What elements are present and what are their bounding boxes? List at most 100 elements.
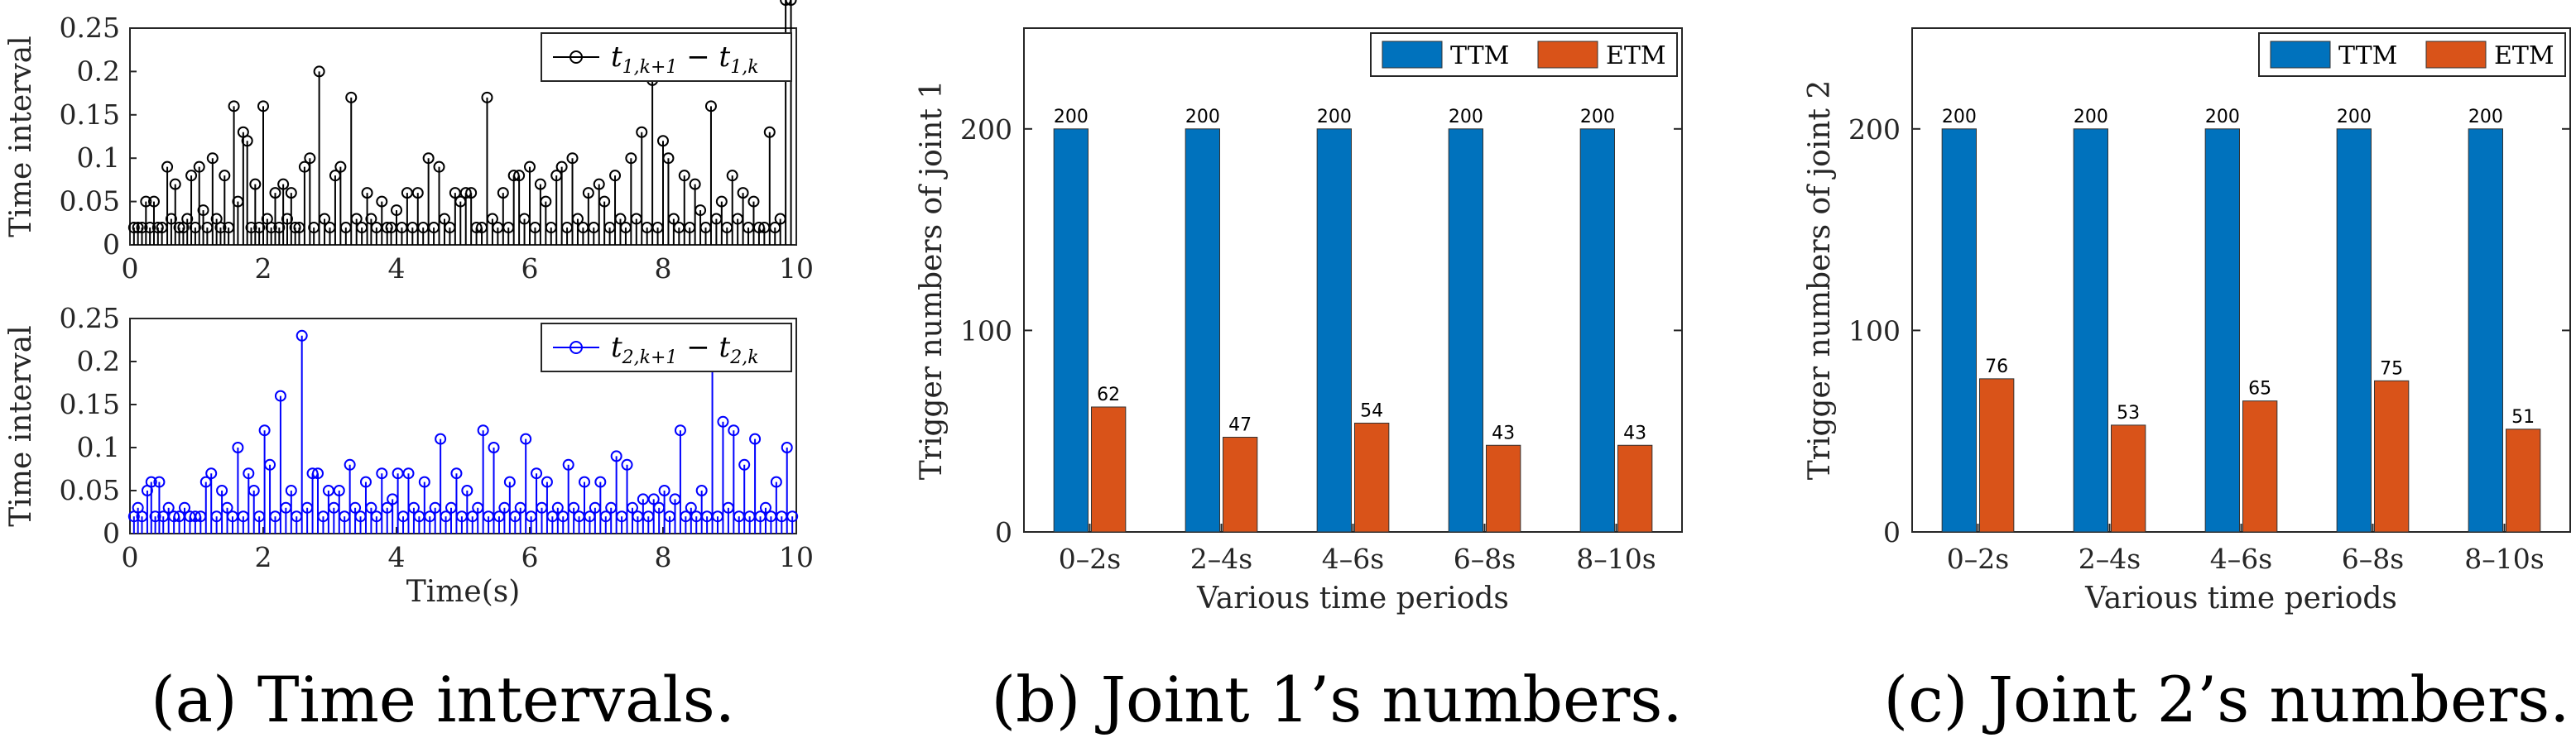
panel-b-joint1-numbers: 0 100 200 0–2s 200 62 2–4s 200 47 4–6s 200 54 6–8s 20… <box>915 27 1683 615</box>
y-tick-label: 200 <box>1848 113 1901 146</box>
data-label: 53 <box>2117 403 2140 424</box>
data-label: 200 <box>1580 107 1615 127</box>
y-axis-label: Time interval <box>4 36 38 237</box>
stem-marker <box>273 222 286 234</box>
y-tick-label: 200 <box>960 113 1012 146</box>
data-label: 200 <box>2468 107 2503 127</box>
stem-marker <box>486 213 498 225</box>
stem-marker <box>350 213 363 225</box>
stem-marker <box>249 178 262 190</box>
stem-chart-2: 0 2 4 6 8 10 0 0.05 0.1 0.15 0.2 0.25 Time interval T… <box>4 302 814 609</box>
y-tick-label: 0.25 <box>60 302 120 334</box>
x-tick-label: 8–10s <box>1576 543 1656 575</box>
stem-marker <box>359 476 372 488</box>
x-tick-label: 2–4s <box>2079 543 2141 575</box>
stem-marker <box>715 195 728 208</box>
stem-marker <box>551 501 564 514</box>
y-tick-label: 0 <box>103 517 120 549</box>
legend-sub: 1,k+1 <box>622 57 678 78</box>
y-tick-label: 0.15 <box>60 98 120 131</box>
legend-swatch-ttm <box>1382 41 1443 69</box>
x-tick-label: 2–4s <box>1190 543 1252 575</box>
stem-marker <box>269 187 281 199</box>
stem-marker <box>349 501 362 514</box>
legend-label-etm: ETM <box>1606 41 1666 70</box>
stem-marker <box>173 222 185 234</box>
etm-bar <box>1486 444 1521 533</box>
stem-marker <box>140 195 152 208</box>
data-label: 200 <box>1185 107 1220 127</box>
data-label: 200 <box>1449 107 1483 127</box>
legend-label-etm: ETM <box>2494 41 2554 70</box>
stem-marker <box>312 467 324 480</box>
panel-c-joint2-numbers: 0 100 200 0–2s 200 76 2–4s 200 53 4–6s 200 65 6–8s 20… <box>1803 27 2571 615</box>
stem-marker <box>319 213 331 225</box>
stem-marker <box>313 65 325 78</box>
stem-marker <box>609 170 622 182</box>
caption-b: (b) Joint 1’s numbers. <box>991 663 1682 736</box>
y-tick-label: 0.2 <box>77 345 120 377</box>
data-label: 51 <box>2511 407 2535 428</box>
stem-marker <box>365 213 377 225</box>
x-tick-label: 8 <box>655 252 672 285</box>
stem-marker <box>285 187 297 199</box>
data-label: 200 <box>1942 107 1977 127</box>
x-tick-label: 2 <box>255 252 272 285</box>
stem-marker <box>241 135 253 147</box>
stem-marker <box>216 485 228 496</box>
stem-marker <box>770 476 782 488</box>
panel-a-time-intervals: 0 2 4 6 8 10 0 0.05 0.1 0.15 0.2 0.25 Time interval t… <box>4 0 814 609</box>
stem-marker <box>662 152 675 165</box>
ttm-bar <box>1316 128 1353 533</box>
y-axis-label: Trigger numbers of joint 1 <box>915 80 949 481</box>
stem-marker <box>147 195 160 208</box>
x-tick-label: 6–8s <box>2342 543 2404 575</box>
stem-marker <box>781 442 793 453</box>
ttm-bar <box>1579 128 1616 533</box>
stem-marker <box>243 467 255 480</box>
legend-minus: − <box>677 331 718 364</box>
stem-marker <box>257 100 269 113</box>
stem-marker <box>145 476 157 488</box>
stem-marker <box>598 195 611 208</box>
stem-marker <box>289 222 301 234</box>
stem-marker <box>206 152 219 165</box>
y-tick-label: 0.05 <box>60 474 120 506</box>
data-label: 43 <box>1492 423 1515 443</box>
stem-marker <box>450 467 463 480</box>
stem-marker <box>503 476 516 488</box>
stem-marker <box>566 152 579 165</box>
x-tick-label: 6–8s <box>1454 543 1516 575</box>
stem-marker <box>737 187 749 199</box>
stem-marker <box>685 501 697 514</box>
etm-bar <box>2242 400 2278 533</box>
stem-marker <box>461 485 473 496</box>
legend-var: t <box>611 331 622 364</box>
data-label: 200 <box>2205 107 2240 127</box>
caption-c: (c) Joint 2’s numbers. <box>1884 663 2570 736</box>
stem-marker <box>304 152 316 165</box>
legend-var: t <box>719 331 731 364</box>
stem-marker <box>277 178 290 190</box>
stem-marker <box>149 510 161 523</box>
stem-marker <box>582 187 594 199</box>
stem-marker <box>678 170 690 182</box>
stem-marker <box>568 501 580 514</box>
stem-marker <box>657 135 669 147</box>
data-label: 65 <box>2248 379 2271 400</box>
x-tick-label: 0 <box>122 252 139 285</box>
x-axis-label: Time(s) <box>406 575 521 609</box>
stem-marker <box>402 467 415 480</box>
stem-marker <box>391 204 402 217</box>
stem-marker <box>221 501 233 514</box>
stem-marker <box>285 485 297 496</box>
stem-marker <box>296 329 308 342</box>
stem-marker <box>127 222 140 234</box>
stem-marker <box>593 178 605 190</box>
stem-marker <box>785 0 797 6</box>
x-tick-label: 0–2s <box>1059 543 1121 575</box>
x-tick-label: 10 <box>779 252 814 285</box>
legend-swatch-etm <box>1537 41 1598 69</box>
y-tick-label: 0 <box>995 516 1012 548</box>
etm-bar <box>1617 444 1653 533</box>
